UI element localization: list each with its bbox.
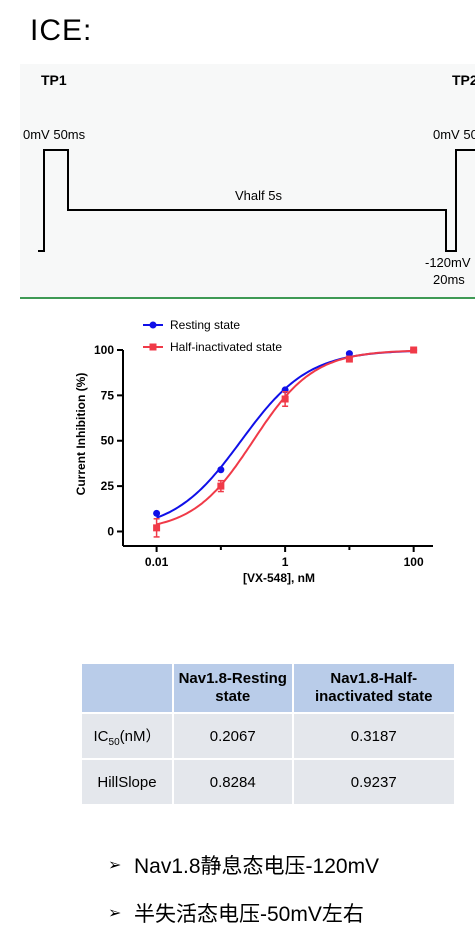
page-title: ICE:	[30, 14, 93, 47]
voltage-protocol-diagram: TP1 TP2 0mV 50ms 0mV 50ms Vhalf 5s -120m…	[20, 64, 475, 299]
hill-half-inactivated-value: 0.9237	[291, 758, 456, 806]
conclusion-bullets: ➢ Nav1.8静息态电压-120mV ➢ 半失活态电压-50mV左右	[108, 850, 379, 946]
bullet-item-resting-voltage: ➢ Nav1.8静息态电压-120mV	[108, 850, 379, 879]
y-tick-label: 25	[101, 479, 115, 493]
table-corner-cell	[80, 662, 174, 714]
hold-label: Vhalf 5s	[235, 188, 282, 203]
ic50-resting-value: 0.2067	[172, 712, 294, 760]
tp2-label: TP2	[452, 72, 475, 88]
data-point-resting	[345, 350, 353, 358]
y-tick-label: 100	[94, 343, 114, 357]
y-tick-label: 0	[107, 524, 114, 538]
y-tick-label: 75	[101, 388, 115, 402]
bullet-item-half-inactivated-voltage: ➢ 半失活态电压-50mV左右	[108, 898, 379, 927]
bullet-text: 半失活态电压-50mV左右	[134, 902, 364, 926]
data-point-resting	[217, 466, 225, 474]
legend-label: Resting state	[170, 318, 240, 332]
table-header-row: Nav1.8-Resting state Nav1.8-Half-inactiv…	[80, 662, 456, 714]
y-tick-label: 50	[101, 434, 115, 448]
data-point-half-inactivated	[217, 482, 225, 490]
hill-resting-value: 0.8284	[172, 758, 294, 806]
step1-label: 0mV 50ms	[23, 127, 86, 142]
chart-plot-area	[153, 346, 418, 538]
table-row: HillSlope 0.8284 0.9237	[80, 758, 456, 806]
arrow-bullet-icon: ➢	[108, 904, 122, 922]
fit-curve-half-inactivated	[156, 349, 414, 526]
col-header-half-inactivated: Nav1.8-Half-inactivated state	[291, 662, 456, 714]
x-tick-label: 1	[282, 555, 289, 569]
data-point-half-inactivated	[281, 395, 289, 403]
tp1-label: TP1	[41, 72, 67, 88]
legend-marker	[149, 343, 157, 351]
data-point-half-inactivated	[345, 355, 353, 363]
row-label-hillslope: HillSlope	[80, 758, 174, 806]
bullet-text: Nav1.8静息态电压-120mV	[134, 854, 380, 878]
col-header-resting: Nav1.8-Resting state	[172, 662, 294, 714]
data-point-half-inactivated	[410, 346, 418, 354]
hyper-label-voltage: -120mV	[425, 255, 471, 270]
table-row: IC50(nM） 0.2067 0.3187	[80, 712, 456, 760]
x-tick-label: 0.01	[145, 555, 169, 569]
legend-label: Half-inactivated state	[170, 340, 282, 354]
x-axis-label: [VX-548], nM	[243, 571, 315, 585]
ic50-results-table: Nav1.8-Resting state Nav1.8-Half-inactiv…	[80, 662, 456, 806]
y-axis-label: Current Inhibition (%)	[74, 373, 88, 496]
x-tick-label: 100	[404, 555, 424, 569]
legend-marker	[149, 321, 157, 329]
protocol-waveform	[38, 149, 475, 252]
data-point-half-inactivated	[153, 524, 161, 532]
chart-axes: 0 25 50 75 100 0.01 1 100	[94, 343, 433, 569]
step2-label: 0mV 50ms	[433, 127, 475, 142]
data-point-resting	[153, 509, 161, 517]
hyper-label-duration: 20ms	[433, 272, 465, 287]
fit-curve-resting	[156, 350, 414, 519]
ic50-half-inactivated-value: 0.3187	[291, 712, 456, 760]
arrow-bullet-icon: ➢	[108, 856, 122, 874]
row-label-ic50: IC50(nM）	[80, 712, 174, 760]
chart-legend: Resting state Half-inactivated state	[143, 318, 282, 354]
